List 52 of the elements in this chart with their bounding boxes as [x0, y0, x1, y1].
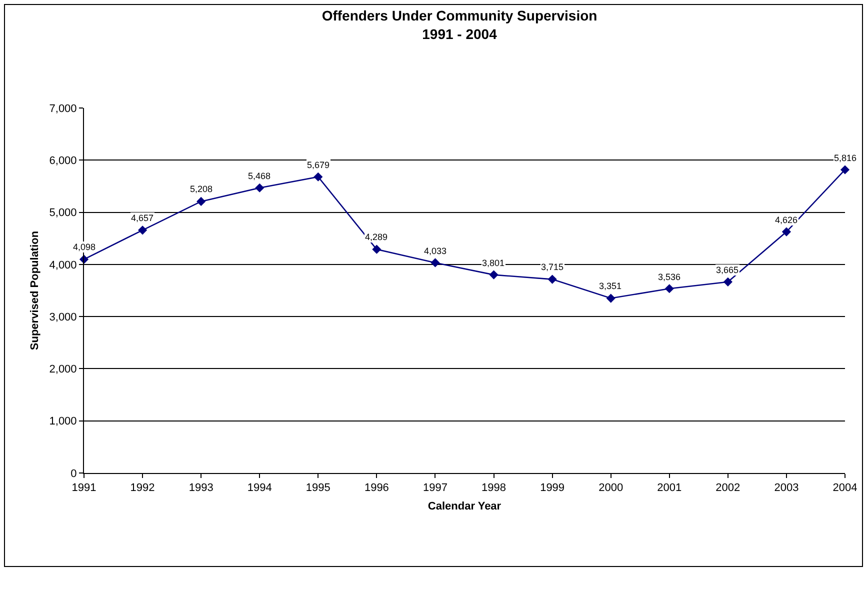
point [196, 196, 206, 206]
x-axis-title: Calendar Year [428, 500, 502, 512]
data-label: 4,657 [131, 213, 154, 223]
y-tick-label: 3,000 [49, 311, 77, 324]
x-tick-label: 1998 [482, 482, 506, 494]
x-tick-label: 1995 [306, 482, 330, 494]
y-tick-label: 1,000 [49, 416, 77, 428]
x-tick-label: 2002 [716, 482, 740, 494]
y-tick-label: 4,000 [49, 259, 77, 272]
x-tick-label: 1999 [540, 482, 565, 494]
data-label: 5,468 [248, 171, 271, 181]
x-tick-label: 2003 [774, 482, 799, 494]
data-label: 5,816 [834, 153, 857, 163]
x-tick-label: 1996 [364, 482, 389, 494]
data-label: 3,801 [482, 258, 505, 268]
point [314, 172, 323, 182]
data-label: 3,536 [658, 272, 681, 282]
point [606, 294, 616, 303]
point [489, 270, 498, 280]
data-label: 4,098 [73, 242, 96, 252]
chart-title: Offenders Under Community Supervision 1991 - 2004 [322, 8, 598, 42]
point [430, 258, 440, 268]
y-tick-label: 6,000 [49, 154, 77, 167]
data-label: 3,351 [599, 281, 622, 291]
point [372, 244, 382, 254]
data-label: 5,679 [307, 160, 330, 170]
data-label: 5,208 [190, 184, 213, 194]
point [138, 226, 148, 235]
x-tick-label: 1997 [422, 482, 448, 494]
x-tick-label: 1992 [130, 482, 155, 494]
y-tick-label: 2,000 [49, 364, 77, 376]
x-tick-label: 1994 [247, 482, 272, 494]
x-tick-label: 2004 [832, 482, 858, 494]
y-axis-title: Supervised Population [28, 230, 41, 350]
x-tick-label: 2001 [657, 482, 682, 494]
data-label: 3,665 [716, 265, 739, 275]
point [782, 227, 792, 236]
data-label: 4,626 [775, 215, 798, 225]
x-tick-label: 1993 [188, 482, 214, 494]
point [840, 165, 850, 174]
data-label: 4,289 [365, 232, 388, 242]
y-tick-label: 5,000 [49, 207, 77, 220]
data-label: 3,715 [541, 262, 564, 272]
data-label: 4,033 [424, 246, 447, 256]
point [723, 277, 732, 286]
x-tick-label: 1991 [72, 482, 96, 494]
y-tick-label: 0 [70, 468, 77, 480]
point [548, 274, 557, 284]
y-tick-label: 7,000 [49, 102, 77, 115]
x-tick-label: 2000 [598, 482, 624, 494]
point [255, 183, 264, 192]
point [664, 284, 674, 294]
